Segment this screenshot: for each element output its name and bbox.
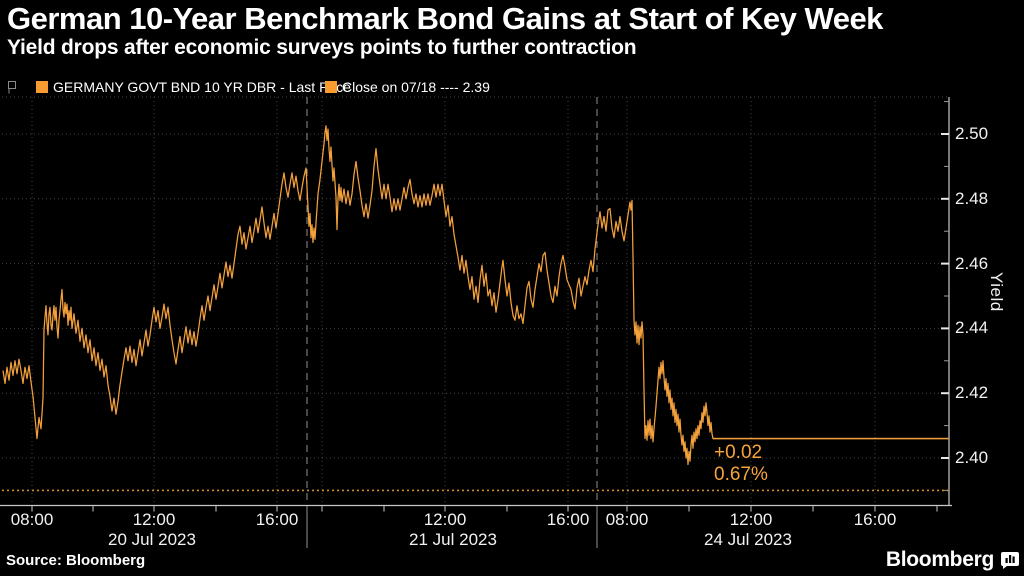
x-tick-label: 08:00 bbox=[605, 510, 649, 529]
source-attribution: Source: Bloomberg bbox=[6, 552, 146, 569]
change-annotation: +0.02 bbox=[714, 442, 763, 463]
percent-change-annotation: 0.67% bbox=[714, 464, 768, 485]
y-tick-label: 2.48 bbox=[955, 188, 989, 208]
bloomberg-wordmark: Bloomberg bbox=[885, 548, 994, 571]
y-axis-title: Yield bbox=[987, 272, 1006, 312]
x-tick-label: 12:00 bbox=[423, 510, 467, 529]
x-tick-label: 16:00 bbox=[255, 510, 299, 529]
price-line-series bbox=[2, 125, 949, 466]
close-line-swatch bbox=[325, 81, 337, 93]
bloomberg-logo: Bloomberg bbox=[886, 548, 1020, 572]
y-tick-label: 2.42 bbox=[955, 383, 989, 403]
series-swatch bbox=[36, 81, 48, 93]
y-tick-label: 2.46 bbox=[955, 253, 989, 273]
bloomberg-bars-icon bbox=[1001, 552, 1019, 569]
x-date-label: 21 Jul 2023 bbox=[409, 530, 497, 549]
x-tick-label: 08:00 bbox=[10, 510, 54, 529]
legend: GERMANY GOVT BND 10 YR DBR - Last Price … bbox=[0, 78, 1024, 96]
x-date-label: 20 Jul 2023 bbox=[108, 530, 196, 549]
y-tick-label: 2.44 bbox=[955, 318, 989, 338]
x-tick-label: 12:00 bbox=[132, 510, 176, 529]
annotation-pin-icon bbox=[7, 80, 17, 94]
x-tick-label: 16:00 bbox=[853, 510, 897, 529]
chart-subtitle: Yield drops after economic surveys point… bbox=[7, 36, 637, 59]
x-tick-label: 16:00 bbox=[546, 510, 590, 529]
close-line-legend-label: Close on 07/18 ---- 2.39 bbox=[342, 79, 490, 95]
y-tick-label: 2.40 bbox=[955, 448, 989, 467]
x-tick-label: 12:00 bbox=[729, 510, 773, 529]
x-date-label: 24 Jul 2023 bbox=[704, 530, 792, 549]
y-tick-label: 2.50 bbox=[955, 124, 989, 143]
series-legend-label: GERMANY GOVT BND 10 YR DBR - Last Price bbox=[53, 79, 351, 95]
chart-title: German 10-Year Benchmark Bond Gains at S… bbox=[7, 1, 883, 36]
